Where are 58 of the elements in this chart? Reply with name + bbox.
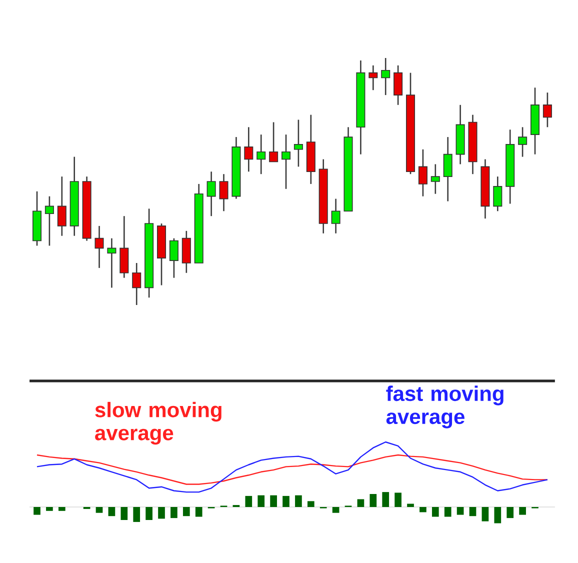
candlestick [57,176,66,236]
bar [146,507,152,520]
bar [96,507,103,513]
candlestick [244,126,254,172]
bar [158,507,165,519]
bar [258,495,265,507]
bar [420,507,426,512]
bar [456,507,464,515]
candlestick [281,134,291,190]
bar [307,501,314,507]
bar [195,507,202,517]
candlestick [169,238,178,278]
bar [295,495,302,507]
bar [444,507,452,517]
bar [482,507,489,522]
candlestick [430,164,440,194]
bar [370,494,377,507]
bar [432,507,439,517]
bar [120,507,128,520]
bar [133,507,140,522]
bar [382,492,390,507]
bar [357,499,364,507]
candlestick [418,148,428,197]
candlestick [94,225,104,269]
series-label: fast moving average [386,386,504,428]
candlestick [256,134,266,175]
candlestick [542,92,552,128]
bar [407,504,414,507]
bar [245,496,252,507]
candlestick [394,64,403,106]
bar [469,507,476,516]
candlestick [269,122,278,162]
bar [34,507,40,515]
candlestick [493,176,502,212]
bar [170,507,178,518]
bar [519,507,526,515]
candlestick [443,136,452,202]
bar [394,492,402,507]
series-label: slow moving average [95,402,222,445]
bar [506,507,514,518]
bar [108,507,116,516]
candlestick [381,57,390,96]
candlestick [219,173,228,212]
bar [46,507,53,511]
candlestick [107,238,116,288]
candlestick [368,64,378,91]
candlestick [294,119,303,168]
bar [332,507,340,513]
candlestick [331,198,340,234]
candlestick [44,196,54,246]
candlestick [518,126,528,158]
bar [282,496,290,507]
bar [182,507,190,516]
bar [270,495,277,507]
bar [494,507,502,524]
candlestick [132,262,142,306]
candlestick [206,170,216,217]
bar [58,507,66,511]
